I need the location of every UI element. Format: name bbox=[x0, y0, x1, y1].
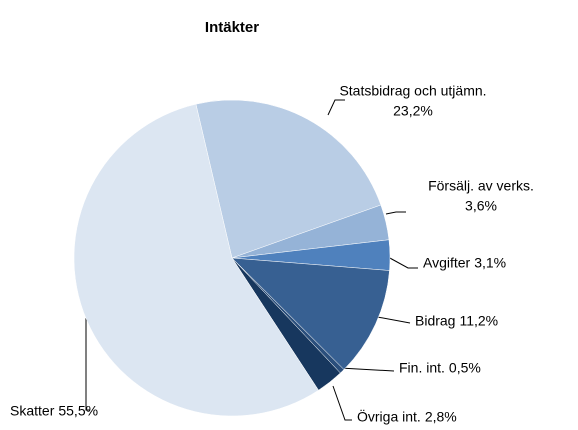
value-label: 23,2% bbox=[393, 103, 433, 119]
slice-label: Bidrag bbox=[415, 313, 455, 329]
chart-title: Intäkter bbox=[205, 19, 259, 36]
leader bbox=[85, 318, 90, 411]
pie-slice bbox=[231, 257, 390, 370]
value-label: 3,6% bbox=[465, 198, 497, 214]
value-label: 55,5% bbox=[58, 403, 98, 419]
leader bbox=[332, 385, 352, 421]
value-label: 2,8% bbox=[425, 409, 457, 425]
pie-slice bbox=[73, 103, 319, 417]
value-label: 0,5% bbox=[449, 360, 481, 376]
leader bbox=[387, 256, 418, 269]
slice-label: Försälj. av verks. bbox=[428, 178, 534, 194]
slice-label: Övriga int. bbox=[357, 408, 421, 425]
leader bbox=[385, 211, 406, 215]
slice-label: Fin. int. bbox=[399, 360, 445, 376]
pie-slice bbox=[195, 99, 382, 259]
slice-label: Statsbidrag och utjämn. bbox=[339, 83, 486, 99]
leader bbox=[327, 99, 345, 116]
leader bbox=[339, 367, 395, 372]
value-label: 3,1% bbox=[474, 255, 506, 271]
slice-label: Skatter bbox=[10, 403, 55, 419]
value-label: 11,2% bbox=[459, 313, 498, 329]
slice-label: Avgifter bbox=[423, 255, 471, 271]
